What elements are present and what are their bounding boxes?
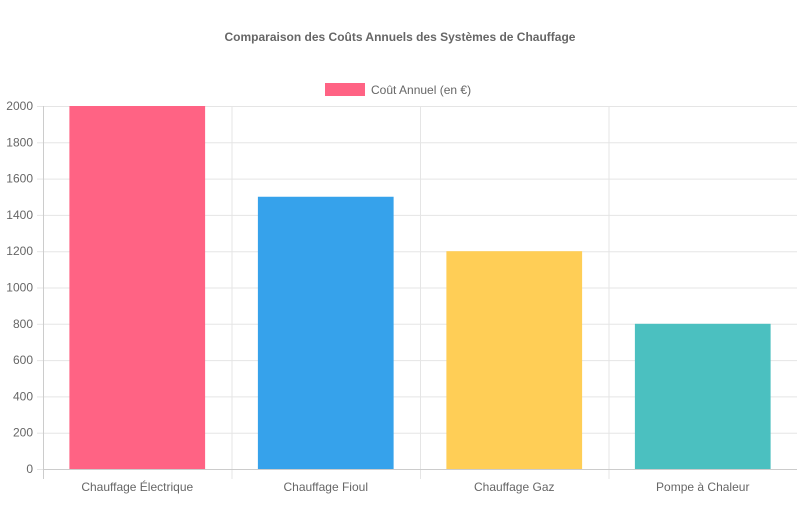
legend[interactable]: Coût Annuel (en €) bbox=[325, 83, 471, 97]
bar bbox=[446, 251, 583, 469]
y-tick-label: 1800 bbox=[6, 135, 33, 149]
legend-label: Coût Annuel (en €) bbox=[371, 83, 471, 97]
y-tick-label: 1400 bbox=[6, 208, 33, 222]
y-tick-label: 200 bbox=[13, 426, 33, 440]
legend-swatch bbox=[325, 83, 365, 96]
y-tick-label: 0 bbox=[26, 462, 33, 476]
x-tick-label: Chauffage Fioul bbox=[283, 480, 368, 494]
x-tick-label: Chauffage Électrique bbox=[81, 479, 193, 494]
bar bbox=[634, 323, 771, 469]
y-axis-ticks: 0 200 400 600 800 1000 1200 1400 1600 1800 2000 bbox=[6, 99, 43, 476]
x-axis-ticks: Chauffage Électrique Chauffage Fioul Chauf… bbox=[81, 479, 749, 494]
y-tick-label: 400 bbox=[13, 389, 33, 403]
y-tick-label: 2000 bbox=[6, 99, 33, 113]
y-tick-label: 800 bbox=[13, 317, 33, 331]
y-tick-label: 1200 bbox=[6, 244, 33, 258]
y-tick-label: 600 bbox=[13, 353, 33, 367]
x-tick-label: Pompe à Chaleur bbox=[656, 480, 749, 494]
x-tick-label: Chauffage Gaz bbox=[474, 480, 555, 494]
bar bbox=[257, 196, 394, 469]
bar bbox=[69, 106, 206, 469]
bars bbox=[69, 106, 771, 469]
chart-title: Comparaison des Coûts Annuels des Systèm… bbox=[225, 30, 576, 44]
y-tick-label: 1000 bbox=[6, 281, 33, 295]
axes bbox=[37, 106, 797, 479]
y-tick-label: 1600 bbox=[6, 172, 33, 186]
